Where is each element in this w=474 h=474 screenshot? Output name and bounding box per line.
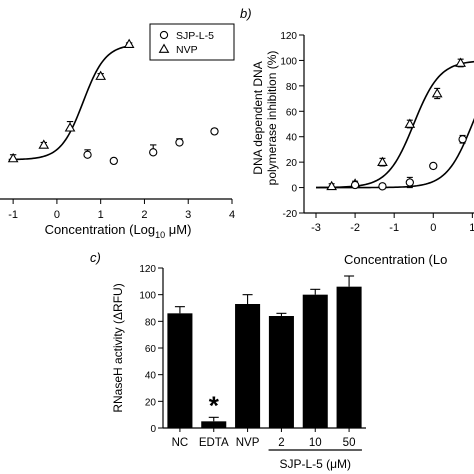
panel-b-chart: b) -20 0 20 40 60 80 100 120 -3 -2 -1 0 1 DNA dependen… (240, 6, 474, 267)
panel-b-x-axis-label: Concentration (Lo (344, 252, 447, 267)
panel-a-legend-label: NVP (176, 44, 198, 56)
panel-a-point-nvp (38, 139, 50, 149)
panel-a-point-sjp-l-5 (83, 150, 92, 159)
panel-b-point-nvp (455, 57, 466, 67)
panel-c-x-tick-label: 50 (343, 437, 356, 449)
panel-c-x-tick-label: 10 (309, 437, 322, 449)
panel-c-x-tick-label: EDTA (199, 437, 229, 449)
panel-a-legend: SJP-L-5 NVP (149, 23, 235, 61)
panel-c-bar-2 (268, 316, 294, 428)
panel-a-legend-marker-triangle (158, 43, 170, 53)
panel-a-point-nvp (7, 152, 19, 163)
panel-a-legend-label: SJP-L-5 (176, 30, 214, 42)
panel-a-chart: -1 0 1 2 3 4 Concentration (Log10 μM) SJP-L-5 NV… (0, 23, 235, 240)
panel-b-y-axis-label: DNA dependent DNApolymerase inhibition (… (251, 51, 279, 186)
panel-b-y-tick-label: 0 (291, 184, 297, 195)
panel-a-x-axis-label: Concentration (Log10 μM) (45, 222, 192, 240)
panel-a-legend-box (149, 23, 235, 61)
panel-c-x-tick-label: NC (172, 437, 189, 449)
panel-c-group-label: SJP-L-5 (μM) (279, 457, 351, 471)
panel-b-y-tick-label: 40 (286, 133, 298, 144)
panel-b-y-tick-label: 60 (286, 107, 298, 118)
panel-b-x-tick-label: 0 (430, 222, 436, 234)
panel-a-point-sjp-l-5 (210, 127, 219, 136)
panel-b-point-nvp (326, 180, 337, 191)
panel-a-x-tick-label: 0 (54, 209, 60, 221)
panel-c-label: c) (90, 250, 101, 265)
panel-b-point-sjp-l-5 (378, 182, 387, 191)
panel-c-significance-asterisk: * (209, 390, 220, 420)
panel-a-x-label-main: Concentration (Log (45, 222, 156, 237)
panel-b-fit-curve-sjp-l-5 (316, 117, 474, 189)
panel-a-legend-marker-circle (159, 30, 169, 40)
panel-c-y-tick-label: 0 (150, 424, 156, 435)
panel-b-x-tick-label: -1 (389, 222, 399, 234)
panel-b-y-label-line1: DNA dependent DNA (251, 61, 265, 174)
panel-c-y-tick-label: 80 (145, 317, 157, 328)
panel-b-y-tick-label: 80 (286, 82, 298, 93)
panel-a-x-tick-label: 2 (141, 209, 147, 221)
panel-c-bar-edta (201, 421, 227, 428)
panel-b-x-tick-label: -2 (350, 222, 360, 234)
panel-c-x-tick-label: 2 (278, 437, 284, 449)
panel-c-chart: c) 0 20 40 60 80 100 120 RNaseH activity (ΔRFU) N… (90, 250, 366, 471)
panel-a-fit-curve-nvp (8, 44, 132, 161)
panel-b-point-nvp (377, 156, 388, 166)
panel-a-x-tick-label: 4 (229, 209, 235, 221)
panel-b-y-tick-label: 20 (286, 158, 298, 169)
panel-a-point-sjp-l-5 (149, 148, 158, 157)
panel-b-point-nvp (431, 87, 443, 98)
panel-c-y-tick-label: 100 (139, 291, 156, 302)
panel-b-y-tick-label: 120 (280, 31, 297, 42)
panel-b-y-label-line2: polymerase inhibition (%) (265, 51, 279, 186)
panel-a-x-tick-label: 3 (185, 209, 191, 221)
panel-a-point-sjp-l-5 (175, 138, 184, 147)
panel-c-y-tick-label: 40 (145, 371, 157, 382)
panel-a-point-nvp (95, 70, 107, 80)
panel-b-point-sjp-l-5 (405, 178, 414, 187)
panel-b-point-sjp-l-5 (429, 161, 438, 171)
panel-c-y-axis-label: RNaseH activity (ΔRFU) (111, 283, 125, 412)
panel-b-y-tick-label: 100 (280, 56, 297, 67)
panel-a-x-label-sub: 10 (155, 230, 165, 240)
panel-a-point-sjp-l-5 (109, 156, 118, 166)
panel-c-bar-nc (167, 313, 193, 428)
panel-c-bar-nvp (235, 304, 261, 428)
panel-b-point-sjp-l-5 (350, 180, 360, 190)
panel-b-point-sjp-l-5 (458, 135, 467, 144)
panel-b-y-tick-label: -20 (283, 209, 298, 220)
panel-a-x-tick-label: 1 (98, 209, 104, 221)
panel-a-point-nvp (64, 122, 76, 132)
panel-c-y-tick-label: 20 (145, 397, 157, 408)
panel-a-x-tick-label: -1 (8, 209, 18, 221)
panel-b-label: b) (240, 6, 252, 21)
panel-c-y-tick-label: 120 (139, 264, 156, 275)
panel-b-x-tick-label: -3 (311, 222, 321, 234)
panel-c-y-tick-label: 60 (145, 344, 157, 355)
panel-c-bar-10 (302, 294, 328, 428)
panel-a-point-nvp (123, 38, 135, 48)
panel-b-x-tick-label: 1 (469, 222, 474, 234)
panel-c-bar-50 (336, 286, 362, 428)
panel-c-x-tick-label: NVP (236, 437, 260, 449)
panel-a-x-label-unit: μM) (165, 222, 191, 237)
panel-b-point-nvp (404, 118, 416, 128)
